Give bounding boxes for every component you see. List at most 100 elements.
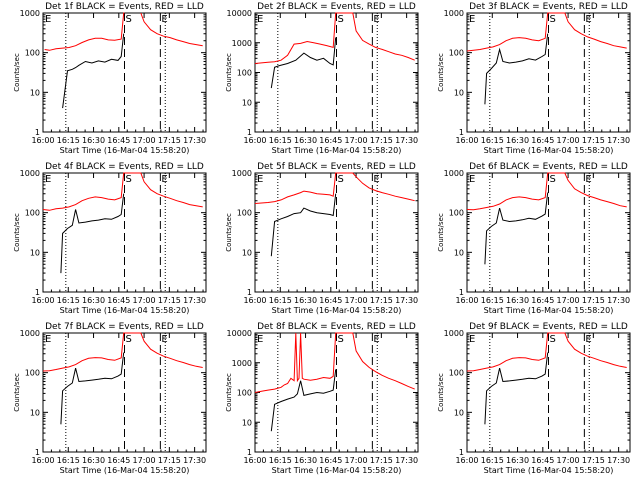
chart-panel-4: Det 4f BLACK = Events, RED = LLD 1 10 100 10…: [13, 162, 207, 315]
y-tick-label: 1000: [20, 9, 40, 18]
y-axis-label: Counts/sec: [225, 213, 233, 252]
x-tick-label: 16:30: [506, 456, 529, 465]
x-tick-label: 16:30: [82, 136, 105, 145]
x-axis-label: Start Time (16-Mar-04 15:58:20): [272, 306, 402, 315]
y-axis-label: Counts/sec: [225, 373, 233, 412]
lld-series-line: [44, 12, 203, 51]
x-tick-label: 16:15: [57, 456, 80, 465]
x-tick-label: 17:30: [395, 136, 418, 145]
chart-panel-6: Det 6f BLACK = Events, RED = LLD 1 10 100 10…: [437, 162, 631, 315]
y-tick-label: 10: [242, 248, 252, 257]
x-tick-label: 16:45: [107, 456, 130, 465]
lld-series-line: [254, 172, 415, 204]
events-series-line: [484, 33, 549, 105]
x-axis-label: Start Time (16-Mar-04 15:58:20): [60, 466, 190, 475]
x-tick-label: 16:45: [531, 456, 554, 465]
marker-label-s: S: [338, 14, 344, 25]
x-tick-label: 16:15: [57, 136, 80, 145]
y-tick-label: 100: [25, 209, 40, 218]
y-axis-label: Counts/sec: [437, 53, 445, 92]
x-tick-label: 17:00: [557, 296, 580, 305]
y-axis-label: Counts/sec: [13, 53, 21, 92]
marker-label-e-start: E: [257, 334, 263, 345]
x-axis-label: Start Time (16-Mar-04 15:58:20): [484, 466, 614, 475]
marker-label-e-end: E: [585, 14, 591, 25]
marker-label-e-end: E: [161, 334, 167, 345]
marker-label-e-end: E: [585, 174, 591, 185]
x-tick-label: 16:45: [107, 296, 130, 305]
events-series-line: [484, 192, 549, 265]
chart-panel-3: Det 3f BLACK = Events, RED = LLD 1 10 100 10…: [437, 2, 631, 155]
marker-label-e-start: E: [257, 14, 263, 25]
y-tick-label: 1000: [232, 359, 252, 368]
y-tick-label: 10000: [227, 329, 252, 338]
x-tick-label: 17:15: [158, 456, 181, 465]
events-series-line: [270, 369, 337, 432]
x-tick-label: 17:00: [557, 456, 580, 465]
marker-label-s: S: [338, 174, 344, 185]
lld-series-line: [42, 172, 203, 211]
chart-title: Det 8f BLACK = Events, RED = LLD: [257, 322, 416, 332]
chart-title: Det 5f BLACK = Events, RED = LLD: [257, 162, 416, 172]
x-tick-label: 16:15: [269, 456, 292, 465]
lld-series-line: [466, 12, 627, 52]
x-tick-label: 16:00: [31, 296, 54, 305]
x-tick-label: 16:15: [269, 136, 292, 145]
y-tick-label: 100: [237, 209, 252, 218]
x-tick-label: 17:30: [607, 296, 630, 305]
x-tick-label: 17:00: [557, 136, 580, 145]
y-tick-label: 10: [242, 98, 252, 107]
events-series-line: [60, 193, 125, 274]
y-tick-label: 100: [237, 389, 252, 398]
chart-title: Det 6f BLACK = Events, RED = LLD: [469, 162, 628, 172]
y-axis-label: Counts/sec: [437, 213, 445, 252]
x-tick-label: 16:15: [481, 456, 504, 465]
y-tick-label: 1: [35, 128, 40, 137]
y-tick-label: 1000: [444, 329, 464, 338]
x-tick-label: 17:30: [395, 296, 418, 305]
y-tick-label: 100: [25, 49, 40, 58]
y-axis-label: Counts/sec: [13, 373, 21, 412]
x-tick-label: 16:45: [531, 296, 554, 305]
x-tick-label: 16:45: [531, 136, 554, 145]
y-tick-label: 1000: [444, 9, 464, 18]
x-tick-label: 17:30: [607, 136, 630, 145]
x-tick-label: 16:30: [82, 296, 105, 305]
x-tick-label: 17:00: [345, 136, 368, 145]
x-tick-label: 17:30: [607, 456, 630, 465]
marker-label-e-start: E: [469, 14, 475, 25]
events-series-line: [270, 37, 337, 89]
marker-label-e-end: E: [161, 174, 167, 185]
x-tick-label: 17:15: [370, 296, 393, 305]
marker-label-s: S: [550, 174, 556, 185]
x-axis-label: Start Time (16-Mar-04 15:58:20): [272, 466, 402, 475]
chart-panel-8: Det 8f BLACK = Events, RED = LLD 1 10 100 10…: [225, 322, 419, 475]
x-tick-label: 17:15: [582, 456, 605, 465]
y-tick-label: 10: [30, 408, 40, 417]
y-tick-label: 1000: [232, 39, 252, 48]
chart-panel-9: Det 9f BLACK = Events, RED = LLD 1 10 100 10…: [437, 322, 631, 475]
marker-label-s: S: [126, 14, 132, 25]
chart-title: Det 4f BLACK = Events, RED = LLD: [45, 162, 204, 172]
x-tick-label: 17:30: [183, 296, 206, 305]
x-tick-label: 17:15: [370, 136, 393, 145]
x-tick-label: 17:15: [582, 136, 605, 145]
y-tick-label: 1000: [444, 169, 464, 178]
x-tick-label: 16:15: [481, 136, 504, 145]
lld-series-line: [466, 172, 627, 211]
x-tick-label: 17:15: [158, 296, 181, 305]
x-tick-label: 16:15: [481, 296, 504, 305]
marker-label-e-start: E: [45, 334, 51, 345]
x-tick-label: 17:00: [133, 296, 156, 305]
y-tick-label: 1: [459, 128, 464, 137]
marker-label-e-end: E: [373, 334, 379, 345]
x-tick-label: 16:00: [455, 456, 478, 465]
chart-panel-7: Det 7f BLACK = Events, RED = LLD 1 10 100 10…: [13, 322, 207, 475]
y-axis-label: Counts/sec: [225, 53, 233, 92]
x-tick-label: 16:00: [31, 136, 54, 145]
chart-title: Det 1f BLACK = Events, RED = LLD: [45, 2, 204, 12]
y-tick-label: 10: [454, 408, 464, 417]
x-tick-label: 16:30: [294, 296, 317, 305]
y-tick-label: 1: [459, 288, 464, 297]
